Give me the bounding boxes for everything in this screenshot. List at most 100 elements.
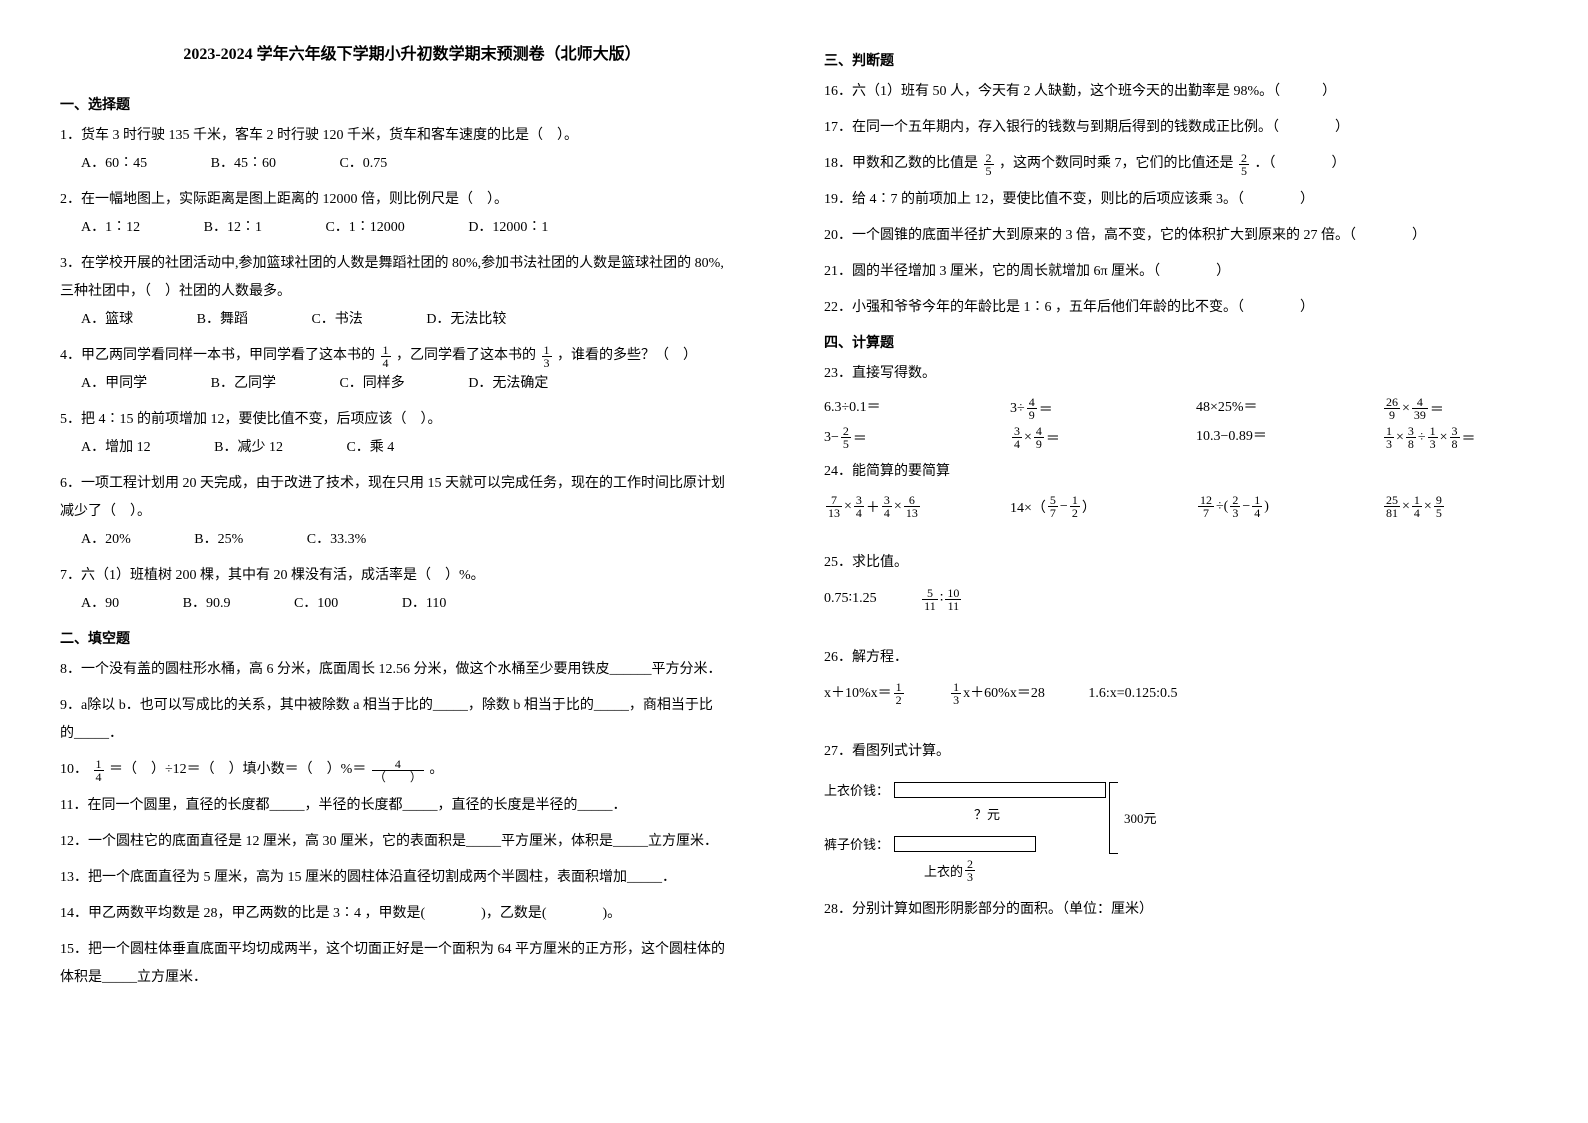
calc-row-1: 6.3÷0.1＝ 3÷49＝ 48×25%＝ 269×439＝	[824, 396, 1528, 421]
q27-bar-top	[894, 782, 1106, 798]
c1-2: 3÷49＝	[1010, 396, 1156, 421]
q1: 1．货车 3 时行驶 135 千米，客车 2 时行驶 120 千米，货车和客车速…	[60, 122, 764, 178]
calc-row-3: 713×34＋34×613 14×（57−12） 127÷(23−14) 258…	[824, 494, 1528, 519]
q2-opt-a: A．1∶12	[81, 214, 140, 242]
q25-body: 0.75∶1.25 511∶1011	[824, 585, 1528, 613]
q17: 17．在同一个五年期内，存入银行的钱数与到期后得到的钱数成正比例。（ ）	[824, 114, 1528, 142]
q15b: 体积是_____立方厘米．	[60, 964, 764, 992]
q4-opt-c: C．同样多	[339, 370, 404, 398]
q21: 21．圆的半径增加 3 厘米，它的周长就增加 6π 厘米。（ ）	[824, 258, 1528, 286]
q1-opt-c: C．0.75	[339, 150, 387, 178]
q5-opt-a: A．增加 12	[81, 434, 151, 462]
q27-top-label: 上衣价钱：	[824, 780, 889, 799]
q23-title: 23．直接写得数。	[824, 360, 1528, 388]
q3-opt-b: B．舞蹈	[197, 306, 248, 334]
q7-opt-c: C．100	[294, 590, 338, 618]
q25-e1: 0.75∶1.25	[824, 585, 877, 613]
q6-opt-b: B．25%	[194, 526, 243, 554]
q9b: 的_____．	[60, 720, 764, 748]
q6-opt-c: C．33.3%	[307, 526, 367, 554]
c2-4: 13×38÷13×38＝	[1382, 425, 1528, 450]
q27-bot-label: 裤子价钱：	[824, 834, 889, 853]
q6-stem1: 6．一项工程计划用 20 天完成，由于改进了技术，现在只用 15 天就可以完成任…	[60, 470, 764, 498]
section-1-header: 一、选择题	[60, 94, 764, 114]
left-column: 2023-2024 学年六年级下学期小升初数学期末预测卷（北师大版） 一、选择题…	[60, 40, 764, 1000]
q3-stem2: 三种社团中，（ ）社团的人数最多。	[60, 278, 764, 306]
q3-opt-d: D．无法比较	[426, 306, 506, 334]
q27-bar-bot	[894, 836, 1036, 852]
q4-pre: 4．甲乙两同学看同样一本书，甲同学看了这本书的	[60, 342, 375, 370]
q13: 13．把一个底面直径为 5 厘米，高为 15 厘米的圆柱体沿直径切割成两个半圆柱…	[60, 864, 764, 892]
c2-3: 10.3−0.89＝	[1196, 425, 1342, 450]
q1-stem: 1．货车 3 时行驶 135 千米，客车 2 时行驶 120 千米，货车和客车速…	[60, 122, 764, 150]
q10-post: 。	[429, 756, 443, 784]
q10-mid: ＝（ ）÷12＝（ ）填小数＝（ ）%＝	[109, 756, 366, 784]
q2-opt-d: D．12000∶1	[468, 214, 548, 242]
q4-opt-a: A．甲同学	[81, 370, 147, 398]
q27-brace	[1109, 782, 1118, 854]
q12: 12．一个圆柱它的底面直径是 12 厘米，高 30 厘米，它的表面积是_____…	[60, 828, 764, 856]
q6: 6．一项工程计划用 20 天完成，由于改进了技术，现在只用 15 天就可以完成任…	[60, 470, 764, 554]
c1-4: 269×439＝	[1382, 396, 1528, 421]
c2-1: 3−25＝	[824, 425, 970, 450]
c3-4: 2581×14×95	[1382, 494, 1528, 519]
c3-3: 127÷(23−14)	[1196, 494, 1342, 519]
q3-opt-c: C．书法	[311, 306, 362, 334]
q4-opt-b: B．乙同学	[211, 370, 276, 398]
q5-opt-c: C．乘 4	[346, 434, 394, 462]
q4-frac2: 13	[542, 344, 552, 369]
q4-frac1: 14	[381, 344, 391, 369]
q2: 2．在一幅地图上，实际距离是图上距离的 12000 倍，则比例尺是（ ）。 A．…	[60, 186, 764, 242]
right-column: 三、判断题 16．六（1）班有 50 人，今天有 2 人缺勤，这个班今天的出勤率…	[824, 40, 1528, 1000]
q28: 28．分别计算如图形阴影部分的面积。（单位：厘米）	[824, 896, 1528, 924]
q25-e2: 511∶1011	[920, 585, 963, 613]
q1-opt-b: B．45∶60	[211, 150, 276, 178]
q5-opt-b: B．减少 12	[214, 434, 283, 462]
q6-stem2: 减少了（ ）。	[60, 498, 764, 526]
q3-stem1: 3．在学校开展的社团活动中,参加篮球社团的人数是舞蹈社团的 80%,参加书法社团…	[60, 250, 764, 278]
q14: 14．甲乙两数平均数是 28，甲乙两数的比是 3∶4 ，甲数是( )，乙数是( …	[60, 900, 764, 928]
q4-mid: ，乙同学看了这本书的	[396, 342, 536, 370]
q27-total: 300元	[1124, 808, 1157, 827]
c3-1: 713×34＋34×613	[824, 494, 970, 519]
q10-frac1: 14	[94, 758, 104, 783]
q4-post: ，谁看的多些？（ ）	[557, 342, 697, 370]
q15: 15．把一个圆柱体垂直底面平均切成两半，这个切面正好是一个面积为 64 平方厘米…	[60, 936, 764, 992]
q1-opt-a: A．60∶45	[81, 150, 147, 178]
q26-e2: 13x＋60%x＝28	[949, 680, 1045, 708]
q6-opt-a: A．20%	[81, 526, 131, 554]
q26-body: x＋10%x＝12 13x＋60%x＝28 1.6:x=0.125:0.5	[824, 680, 1528, 708]
q19: 19．给 4∶7 的前项加上 12，要使比值不变，则比的后项应该乘 3。（ ）	[824, 186, 1528, 214]
q26-title: 26．解方程．	[824, 644, 1528, 672]
q22: 22．小强和爷爷今年的年龄比是 1∶6 ，五年后他们年龄的比不变。（ ）	[824, 294, 1528, 322]
q27-diagram: 上衣价钱： ？元 裤子价钱： 上衣的23 300元	[824, 776, 1528, 886]
q3: 3．在学校开展的社团活动中,参加篮球社团的人数是舞蹈社团的 80%,参加书法社团…	[60, 250, 764, 334]
q2-stem: 2．在一幅地图上，实际距离是图上距离的 12000 倍，则比例尺是（ ）。	[60, 186, 764, 214]
q26-e3: 1.6:x=0.125:0.5	[1088, 680, 1177, 708]
q7: 7．六（1）班植树 200 棵，其中有 20 棵没有活，成活率是（ ）%。 A．…	[60, 562, 764, 618]
q16: 16．六（1）班有 50 人，今天有 2 人缺勤，这个班今天的出勤率是 98%。…	[824, 78, 1528, 106]
q4: 4．甲乙两同学看同样一本书，甲同学看了这本书的 14 ，乙同学看了这本书的 13…	[60, 342, 764, 398]
c1-1: 6.3÷0.1＝	[824, 396, 970, 421]
q10-frac2: 4（ ）	[372, 758, 424, 783]
q7-opt-d: D．110	[402, 590, 447, 618]
q5-stem: 5．把 4∶15 的前项增加 12，要使比值不变，后项应该（ ）。	[60, 406, 764, 434]
q4-opt-d: D．无法确定	[468, 370, 548, 398]
q27-title: 27．看图列式计算。	[824, 738, 1528, 766]
q9: 9．a除以 b．也可以写成比的关系，其中被除数 a 相当于比的_____，除数 …	[60, 692, 764, 748]
q26-e1: x＋10%x＝12	[824, 680, 906, 708]
q11: 11．在同一个圆里，直径的长度都_____，半径的长度都_____，直径的长度是…	[60, 792, 764, 820]
q2-opt-c: C．1∶12000	[325, 214, 404, 242]
q15a: 15．把一个圆柱体垂直底面平均切成两半，这个切面正好是一个面积为 64 平方厘米…	[60, 936, 764, 964]
section-3-header: 三、判断题	[824, 50, 1528, 70]
q27-question-mark: ？元	[974, 804, 1000, 823]
q20: 20．一个圆锥的底面半径扩大到原来的 3 倍，高不变，它的体积扩大到原来的 27…	[824, 222, 1528, 250]
c1-3: 48×25%＝	[1196, 396, 1342, 421]
q7-opt-b: B．90.9	[183, 590, 231, 618]
q18: 18．甲数和乙数的比值是 25 ，这两个数同时乘 7，它们的比值还是 25 ．（…	[824, 150, 1528, 178]
q2-opt-b: B．12∶1	[204, 214, 262, 242]
q27-sub: 上衣的23	[924, 858, 977, 883]
c3-2: 14×（57−12）	[1010, 494, 1156, 519]
page-title: 2023-2024 学年六年级下学期小升初数学期末预测卷（北师大版）	[60, 40, 764, 64]
q7-stem: 7．六（1）班植树 200 棵，其中有 20 棵没有活，成活率是（ ）%。	[60, 562, 764, 590]
